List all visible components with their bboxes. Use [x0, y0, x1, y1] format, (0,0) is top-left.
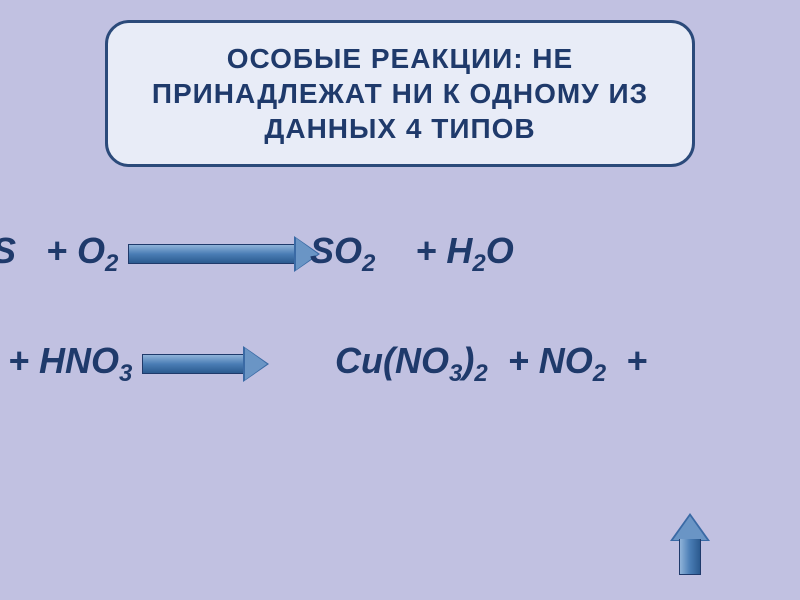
title-line-1: ОСОБЫЕ РЕАКЦИИ: НЕ — [227, 43, 573, 74]
nav-up-arrow[interactable] — [670, 515, 710, 575]
equation-1-reactants: S + O2 — [0, 230, 118, 278]
arrow-up-shaft — [679, 539, 701, 575]
title-line-2: ПРИНАДЛЕЖАТ НИ К ОДНОМУ ИЗ — [152, 78, 648, 109]
equation-2-reactants: + HNO3 — [0, 340, 132, 388]
title-box: ОСОБЫЕ РЕАКЦИИ: НЕ ПРИНАДЛЕЖАТ НИ К ОДНО… — [105, 20, 695, 167]
reaction-arrow-icon — [142, 352, 267, 376]
arrow-head-icon — [243, 346, 269, 382]
arrow-up-head-icon — [670, 513, 710, 541]
equation-1-products: SO2 + H2O — [310, 230, 514, 278]
equation-row-1: S + O2 SO2 + H2O — [0, 230, 800, 278]
arrow-shaft — [128, 244, 298, 264]
equation-2-products: Cu(NO3)2 + NO2 + — [335, 340, 657, 388]
arrow-shaft — [142, 354, 247, 374]
title-text: ОСОБЫЕ РЕАКЦИИ: НЕ ПРИНАДЛЕЖАТ НИ К ОДНО… — [138, 41, 662, 146]
equation-row-2: + HNO3 Cu(NO3)2 + NO2 + — [0, 340, 800, 388]
title-line-3: ДАННЫХ 4 ТИПОВ — [264, 113, 535, 144]
reaction-arrow-icon — [128, 242, 318, 266]
